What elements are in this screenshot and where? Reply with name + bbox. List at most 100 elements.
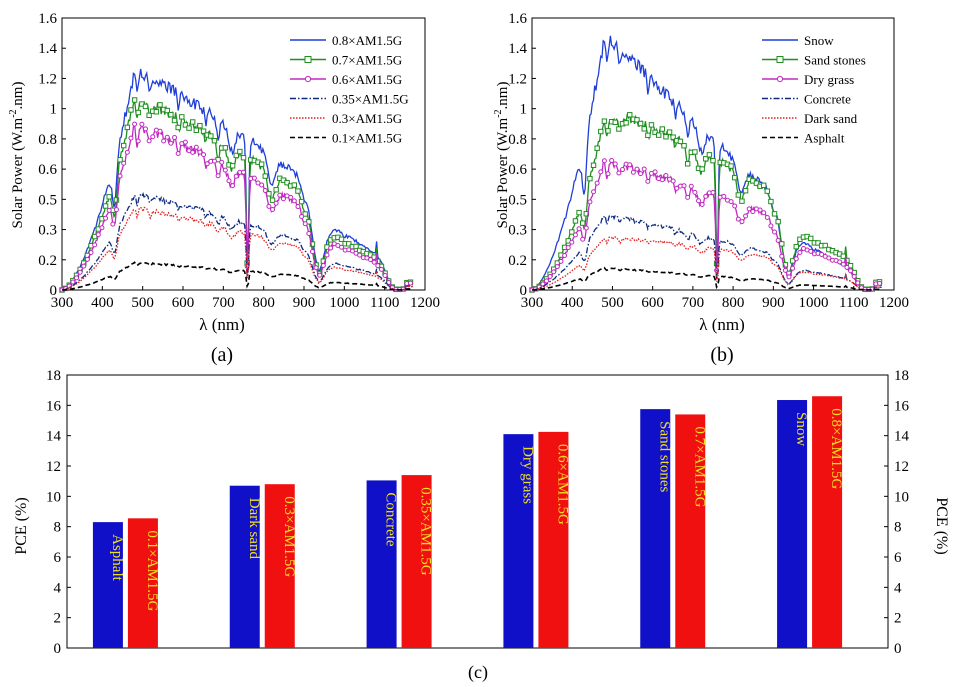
- panel-label-a: (a): [211, 344, 233, 366]
- chart-a-series-marker: [124, 124, 131, 131]
- chart-a-series-marker: [168, 140, 174, 146]
- chart-b-series-marker: [793, 256, 799, 262]
- chart-b-series-marker: [594, 145, 600, 151]
- chart-c-ytick-label-left: 14: [46, 429, 62, 445]
- chart-a-series-marker: [291, 198, 297, 204]
- chart-b-series-marker: [551, 269, 557, 275]
- chart-a-series-marker: [161, 138, 167, 144]
- chart-a-ytick-label: 0.6: [38, 162, 57, 178]
- chart-a-series-marker: [371, 259, 377, 265]
- chart-a-series-marker: [157, 128, 163, 134]
- chart-a-series-marker: [211, 138, 218, 144]
- chart-a-series-marker: [368, 257, 374, 263]
- chart-b-series-marker: [779, 253, 785, 259]
- chart-b-legend-marker: [776, 75, 784, 83]
- chart-a-series-marker: [142, 126, 148, 132]
- bar-albedo: [92, 522, 123, 648]
- chart-b-series-marker: [837, 259, 843, 265]
- chart-a-series-marker: [182, 139, 188, 145]
- bar-albedo-label: Sand stones: [656, 421, 672, 492]
- chart-a-series-marker: [164, 134, 170, 140]
- chart-a-series-marker: [190, 149, 196, 155]
- chart-a-series-marker: [175, 124, 181, 131]
- chart-c-ytick-label-right: 16: [894, 398, 910, 414]
- chart-c-ytick-label-right: 4: [894, 580, 902, 596]
- chart-b-series-line: [532, 266, 882, 291]
- chart-a-series-marker: [81, 263, 87, 269]
- chart-b-series-marker: [641, 166, 647, 172]
- bar-irradiance-label: 0.7×AM1.5G: [691, 426, 707, 507]
- chart-a-series-marker: [309, 249, 315, 255]
- chart-b-series-marker: [612, 119, 618, 126]
- chart-b-series-marker: [840, 253, 847, 259]
- chart-b-ytick-label: 1.6: [508, 11, 527, 27]
- chart-b-series-marker: [572, 232, 578, 238]
- chart-b-series-marker: [743, 213, 749, 219]
- chart-a-series-marker: [241, 169, 246, 175]
- chart-a-series-line: [62, 261, 413, 291]
- chart-c-bars: Asphalt 0.1×AM1.5G Dark sand 0.3×AM1.5G Conc…: [92, 396, 844, 648]
- chart-b-series-marker: [757, 207, 763, 213]
- bar-albedo: [366, 480, 397, 648]
- bar-albedo: [640, 409, 671, 648]
- chart-a-series-marker: [277, 192, 283, 198]
- chart-a-series-marker: [200, 128, 207, 134]
- chart-c-ytick-label-right: 6: [894, 550, 902, 566]
- chart-a-series-marker: [255, 180, 261, 186]
- chart-c-frame: [66, 374, 889, 649]
- chart-b-xtick-label: 900: [762, 295, 785, 311]
- chart-b-series-line: [531, 213, 882, 291]
- chart-b-series-marker: [692, 149, 698, 155]
- chart-a-xtick-label: 800: [252, 295, 275, 311]
- chart-b-series-marker: [808, 248, 814, 254]
- chart-b-series-marker: [601, 118, 608, 124]
- chart-b-series-marker: [659, 126, 666, 132]
- chart-b-frame: [531, 17, 895, 291]
- bar-irradiance-label: 0.8×AM1.5G: [828, 408, 844, 489]
- chart-a-series-marker: [117, 173, 123, 179]
- chart-a-series-marker: [182, 122, 189, 128]
- chart-b-series-marker: [598, 169, 604, 175]
- chart-b-series-marker: [855, 280, 861, 286]
- chart-b-xtick-label: 300: [521, 295, 544, 311]
- chart-b-series-marker: [648, 122, 655, 128]
- chart-b-series-marker: [627, 162, 633, 168]
- chart-b-series-marker: [594, 180, 600, 186]
- chart-a-series-marker: [288, 194, 294, 200]
- chart-b-series-marker: [688, 183, 694, 189]
- bar-albedo-label: Concrete: [383, 492, 399, 546]
- chart-a-series-marker: [295, 188, 301, 194]
- chart-a-ytick-label: 0: [50, 283, 58, 299]
- chart-a-series-marker: [157, 102, 163, 108]
- chart-b-series-marker: [547, 274, 553, 280]
- chart-a-ytick-label: 1.4: [38, 41, 57, 57]
- chart-b-series-marker: [739, 219, 745, 225]
- bar-irradiance-label: 0.35×AM1.5G: [418, 487, 434, 576]
- chart-a-series-marker: [338, 236, 345, 242]
- chart-a-series-marker: [273, 200, 279, 206]
- chart-b-ytick-label: 0.3: [508, 223, 527, 239]
- chart-a-series-marker: [92, 242, 98, 248]
- chart-a-series-line: [61, 68, 414, 291]
- chart-b-series-marker: [797, 249, 803, 255]
- bar-irradiance: [538, 431, 569, 648]
- chart-a-series-marker: [95, 232, 101, 238]
- chart-c-ytick-label-right: 0: [894, 641, 902, 657]
- chart-a-series-marker: [313, 265, 319, 271]
- chart-b-series-marker: [576, 209, 582, 216]
- chart-b-series-marker: [681, 143, 687, 149]
- chart-b-series-marker: [569, 229, 575, 235]
- chart-b-legend: Snow Sand stones Dry grass Concrete Dark san…: [754, 28, 884, 151]
- chart-b-xtick-label: 1200: [879, 295, 909, 311]
- chart-a-series-marker: [171, 117, 178, 124]
- chart-b-xtick-label: 800: [722, 295, 745, 311]
- chart-b-series-marker: [554, 264, 560, 270]
- chart-a-ylabel: Solar Power (W.m-2.nm): [8, 82, 26, 229]
- bar-irradiance: [264, 484, 295, 648]
- chart-b-series-marker: [674, 185, 680, 191]
- chart-a-series-marker: [324, 252, 330, 258]
- chart-a-frame: [61, 17, 426, 291]
- chart-a-legend-label: 0.8×AM1.5G: [332, 33, 402, 48]
- chart-a-series-marker: [128, 135, 134, 141]
- chart-a-series-marker: [153, 109, 160, 115]
